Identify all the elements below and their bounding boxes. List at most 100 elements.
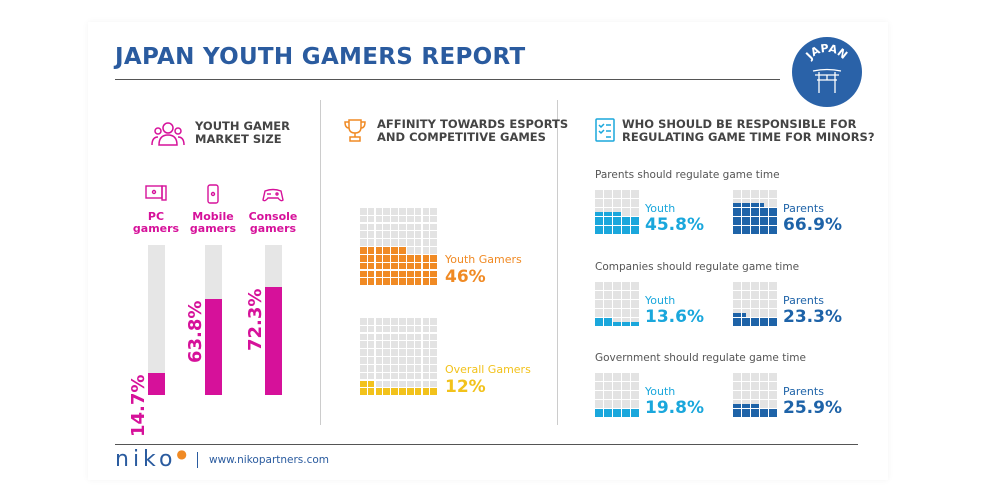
waffle-cell-empty	[617, 386, 622, 391]
waffle-cell-filled	[383, 388, 391, 395]
waffle-cell-empty	[406, 215, 414, 223]
waffle-cell-filled	[750, 404, 755, 408]
waffle-cell-filled	[733, 221, 737, 225]
waffle-cell-empty	[399, 318, 406, 325]
waffle-cell-filled	[768, 212, 773, 217]
waffle-cell-filled	[406, 270, 414, 278]
waffle-cell-empty	[741, 190, 746, 194]
waffle-cell-empty	[603, 399, 608, 404]
waffle-cell-empty	[773, 395, 777, 400]
waffle-cell-filled	[383, 278, 391, 285]
waffle-cell-empty	[621, 377, 626, 382]
footer-separator	[197, 452, 198, 468]
waffle-cell-empty	[764, 282, 769, 286]
waffle-cell-filled	[360, 270, 367, 278]
waffle-cell-empty	[630, 190, 635, 194]
waffle-cell-empty	[768, 404, 773, 408]
waffle-cell-filled	[399, 262, 406, 270]
waffle-cell-filled	[360, 254, 367, 262]
waffle-cell-empty	[375, 215, 383, 223]
group-subtitle: Parents should regulate game time	[595, 169, 780, 181]
waffle-cell-filled	[768, 207, 773, 212]
waffle-cell-empty	[617, 313, 622, 317]
waffle-cell-empty	[383, 364, 391, 372]
footer-url[interactable]: www.nikopartners.com	[209, 454, 330, 466]
waffle-cell-filled	[737, 207, 742, 212]
waffle-cell-filled	[635, 413, 639, 417]
waffle-cell-empty	[737, 290, 742, 295]
waffle-cell-empty	[733, 399, 737, 404]
waffle-cell-filled	[367, 254, 375, 262]
waffle-cell-empty	[621, 194, 626, 199]
waffle-cell-empty	[750, 390, 755, 395]
waffle-cell-filled	[764, 408, 769, 413]
waffle-cell-empty	[733, 290, 737, 295]
waffle-cell-filled	[608, 317, 613, 322]
waffle-cell-empty	[755, 286, 760, 291]
waffle-cell-empty	[773, 295, 777, 300]
youth-label: Youth	[645, 202, 676, 215]
waffle-cell-empty	[768, 295, 773, 300]
waffle-cell-empty	[630, 290, 635, 295]
waffle-cell-empty	[759, 373, 764, 377]
waffle-cell-empty	[603, 190, 608, 194]
waffle-cell-empty	[746, 308, 751, 313]
waffle-cell-empty	[750, 295, 755, 300]
waffle-cell-empty	[635, 313, 639, 317]
waffle-cell-filled	[755, 230, 760, 234]
waffle-cell-empty	[383, 349, 391, 356]
waffle-cell-empty	[764, 377, 769, 382]
waffle-cell-empty	[750, 190, 755, 194]
waffle-cell-empty	[750, 373, 755, 377]
waffle-cell-filled	[608, 225, 613, 230]
waffle-cell-empty	[399, 223, 406, 231]
waffle-cell-filled	[599, 413, 604, 417]
waffle-cell-empty	[603, 386, 608, 391]
waffle-cell-empty	[764, 395, 769, 400]
waffle-cell-empty	[626, 295, 631, 300]
waffle-cell-filled	[768, 221, 773, 225]
waffle-cell-empty	[375, 208, 383, 215]
waffle-cell-empty	[764, 203, 769, 208]
waffle-cell-filled	[755, 322, 760, 326]
waffle-cell-empty	[733, 395, 737, 400]
waffle-cell-filled	[764, 212, 769, 217]
waffle-cell-filled	[375, 262, 383, 270]
waffle-cell-filled	[414, 262, 422, 270]
waffle-cell-empty	[603, 304, 608, 309]
waffle-cell-empty	[741, 299, 746, 304]
waffle-cell-empty	[367, 215, 375, 223]
waffle-cell-filled	[733, 216, 737, 221]
waffle-cell-empty	[746, 381, 751, 386]
waffle-cell-empty	[635, 286, 639, 291]
waffle-cell-empty	[773, 377, 777, 382]
waffle-cell-empty	[737, 286, 742, 291]
waffle-cell-empty	[595, 290, 599, 295]
waffle-cell-filled	[733, 317, 737, 322]
waffle-cell-filled	[617, 212, 622, 217]
waffle-cell-filled	[733, 404, 737, 408]
waffle-cell-empty	[759, 190, 764, 194]
waffle-cell-filled	[773, 317, 777, 322]
waffle-cell-filled	[737, 225, 742, 230]
bar-value-label: 63.8%	[185, 300, 206, 364]
waffle-cell-empty	[422, 318, 430, 325]
waffle-cell-empty	[612, 194, 617, 199]
waffle-cell-empty	[750, 304, 755, 309]
waffle-cell-empty	[741, 194, 746, 199]
waffle-cell-filled	[391, 278, 398, 285]
waffle-cell-empty	[621, 212, 626, 217]
waffle-cell-empty	[630, 386, 635, 391]
waffle-cell-empty	[759, 299, 764, 304]
waffle-cell-filled	[741, 225, 746, 230]
waffle-cell-empty	[612, 373, 617, 377]
waffle-cell-empty	[759, 386, 764, 391]
waffle-cell-empty	[422, 223, 430, 231]
waffle-cell-empty	[612, 399, 617, 404]
waffle-cell-empty	[621, 386, 626, 391]
waffle-cell-empty	[608, 399, 613, 404]
waffle-cell-filled	[621, 230, 626, 234]
waffle-cell-empty	[430, 318, 437, 325]
waffle-cell-empty	[630, 381, 635, 386]
svg-text:JAPAN: JAPAN	[803, 42, 850, 63]
